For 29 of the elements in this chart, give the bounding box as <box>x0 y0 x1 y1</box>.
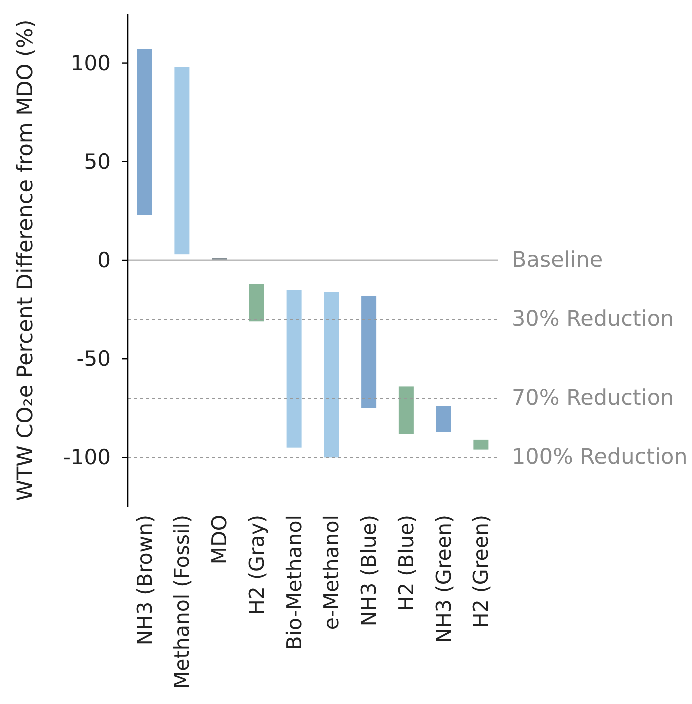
x-tick-label: NH3 (Brown) <box>132 515 157 646</box>
y-tick-label: 100 <box>70 51 111 76</box>
bar <box>398 386 414 434</box>
ref-line-label: 100% Reduction <box>512 445 688 470</box>
y-tick-label: -50 <box>76 347 111 372</box>
bar <box>324 292 340 458</box>
y-tick-label: 50 <box>84 150 111 174</box>
x-tick-label: H2 (Blue) <box>394 515 418 612</box>
y-tick-label: -100 <box>63 446 111 470</box>
ref-line-label: 70% Reduction <box>512 386 674 412</box>
y-tick-label: 0 <box>98 248 111 272</box>
ref-line-label: 30% Reduction <box>512 307 674 332</box>
x-tick-label: e-Methanol <box>320 515 344 630</box>
bar <box>286 290 302 448</box>
bar <box>137 49 152 216</box>
x-tick-label: MDO <box>208 515 232 565</box>
x-tick-label: Bio-Methanol <box>282 515 306 650</box>
bar <box>474 440 489 450</box>
x-tick-label: NH3 (Green) <box>432 515 456 644</box>
bar <box>249 284 264 322</box>
x-tick-label: NH3 (Blue) <box>357 515 382 627</box>
ref-line-label: Baseline <box>512 248 604 273</box>
x-tick-label: H2 (Gray) <box>244 515 269 615</box>
x-tick-label: Methanol (Fossil) <box>170 515 194 689</box>
x-tick-label: H2 (Green) <box>469 515 494 628</box>
bar <box>174 67 190 255</box>
bar <box>436 406 452 432</box>
bar <box>362 296 377 408</box>
y-axis-title: WTW CO₂e Percent Difference from MDO (%) <box>14 20 38 502</box>
